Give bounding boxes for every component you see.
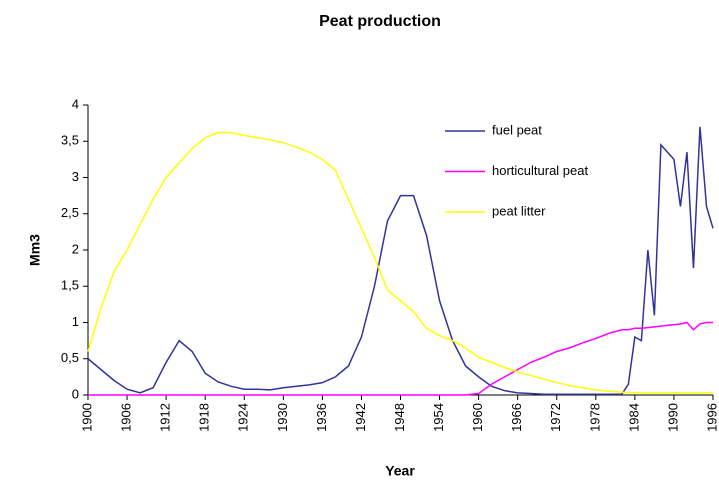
x-tick-label: 1900 bbox=[79, 403, 94, 432]
x-tick-label: 1978 bbox=[587, 403, 602, 432]
x-tick-label: 1972 bbox=[548, 403, 563, 432]
x-tick-label: 1948 bbox=[392, 403, 407, 432]
x-tick-label: 1912 bbox=[158, 403, 173, 432]
legend-label: fuel peat bbox=[492, 122, 542, 137]
x-tick-label: 1966 bbox=[509, 403, 524, 432]
legend-label: peat litter bbox=[492, 203, 546, 218]
x-tick-label: 1996 bbox=[704, 403, 719, 432]
x-tick-label: 1906 bbox=[119, 403, 134, 432]
y-tick-label: 4 bbox=[72, 96, 79, 111]
y-tick-label: 1 bbox=[72, 314, 79, 329]
chart-title: Peat production bbox=[319, 13, 441, 30]
x-tick-label: 1936 bbox=[314, 403, 329, 432]
x-tick-label: 1990 bbox=[665, 403, 680, 432]
x-tick-label: 1918 bbox=[197, 403, 212, 432]
y-tick-label: 3 bbox=[72, 169, 79, 184]
y-axis-label: Mm3 bbox=[27, 234, 43, 266]
y-tick-label: 1,5 bbox=[61, 278, 79, 293]
x-axis-label: Year bbox=[385, 463, 415, 479]
series-line bbox=[87, 126, 714, 396]
x-tick-label: 1954 bbox=[431, 403, 446, 432]
x-tick-label: 1984 bbox=[626, 403, 641, 432]
y-tick-label: 0,5 bbox=[61, 350, 79, 365]
y-tick-label: 2,5 bbox=[61, 205, 79, 220]
x-tick-label: 1960 bbox=[470, 403, 485, 432]
x-tick-label: 1924 bbox=[236, 403, 251, 432]
x-tick-label: 1930 bbox=[275, 403, 290, 432]
y-tick-label: 0 bbox=[72, 386, 79, 401]
series-line bbox=[88, 321, 713, 396]
series-line bbox=[87, 131, 713, 394]
y-tick-label: 3,5 bbox=[61, 133, 79, 148]
y-tick-label: 2 bbox=[72, 241, 79, 256]
x-tick-label: 1942 bbox=[353, 403, 368, 432]
legend-label: horticultural peat bbox=[492, 163, 588, 178]
